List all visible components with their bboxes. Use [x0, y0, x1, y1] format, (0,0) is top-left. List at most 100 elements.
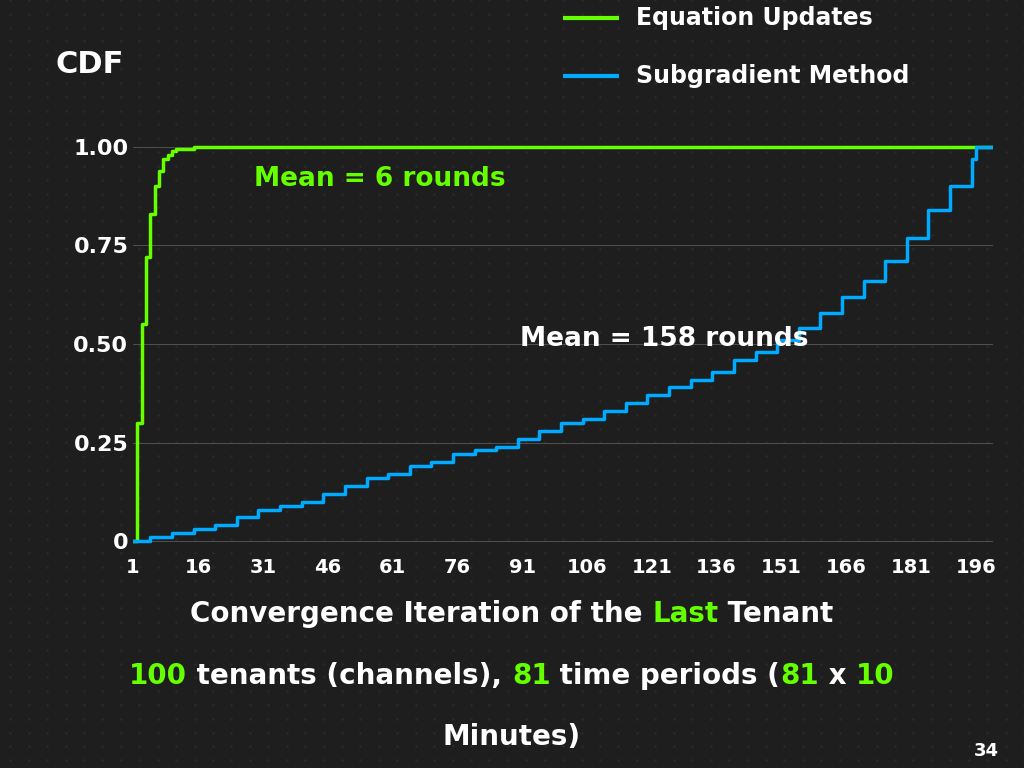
Point: [426, 602, 442, 614]
Point: [20, 588, 37, 601]
Point: [20, 699, 37, 711]
Point: [887, 63, 903, 75]
Point: [758, 671, 774, 684]
Point: [444, 63, 461, 75]
Point: [924, 49, 940, 61]
Point: [20, 713, 37, 725]
Point: [887, 174, 903, 186]
Point: [997, 77, 1014, 89]
Point: [131, 630, 147, 642]
Point: [242, 132, 258, 144]
Point: [961, 104, 977, 117]
Point: [573, 533, 590, 545]
Point: [592, 35, 608, 48]
Point: [1016, 381, 1024, 393]
Point: [113, 312, 129, 324]
Point: [242, 118, 258, 131]
Point: [739, 630, 756, 642]
Point: [702, 284, 719, 296]
Point: [57, 685, 74, 697]
Point: [868, 284, 885, 296]
Point: [260, 381, 276, 393]
Point: [113, 574, 129, 587]
Point: [555, 174, 571, 186]
Point: [242, 630, 258, 642]
Point: [113, 8, 129, 20]
Point: [168, 740, 184, 753]
Point: [555, 436, 571, 449]
Point: [887, 644, 903, 656]
Point: [961, 257, 977, 269]
Point: [463, 464, 479, 476]
Point: [113, 63, 129, 75]
Point: [426, 257, 442, 269]
Point: [647, 422, 664, 435]
Point: [758, 367, 774, 379]
Point: [444, 160, 461, 172]
Point: [1016, 547, 1024, 559]
Point: [684, 533, 700, 545]
Point: [500, 312, 516, 324]
Point: [20, 312, 37, 324]
Point: [924, 353, 940, 366]
Point: [997, 657, 1014, 670]
Point: [76, 574, 92, 587]
Text: Convergence Iteration of the: Convergence Iteration of the: [190, 601, 652, 628]
Point: [297, 257, 313, 269]
Point: [555, 492, 571, 504]
Point: [997, 91, 1014, 103]
Point: [573, 118, 590, 131]
Point: [610, 257, 627, 269]
Point: [242, 146, 258, 158]
Point: [795, 422, 811, 435]
Point: [2, 35, 18, 48]
Point: [776, 436, 793, 449]
Point: [76, 63, 92, 75]
Point: [758, 713, 774, 725]
Point: [868, 395, 885, 407]
Point: [795, 201, 811, 214]
Point: [131, 132, 147, 144]
Point: [961, 339, 977, 352]
Point: [113, 243, 129, 255]
Point: [721, 519, 737, 531]
Point: [94, 215, 111, 227]
Point: [279, 547, 295, 559]
Point: [94, 229, 111, 241]
Point: [997, 118, 1014, 131]
Point: [408, 0, 424, 6]
Point: [334, 561, 350, 573]
Point: [463, 588, 479, 601]
Point: [887, 160, 903, 172]
Point: [279, 422, 295, 435]
Point: [610, 298, 627, 310]
Point: [223, 505, 240, 518]
Point: [463, 63, 479, 75]
Point: [739, 35, 756, 48]
Point: [297, 353, 313, 366]
Point: [702, 298, 719, 310]
Point: [334, 657, 350, 670]
Point: [813, 422, 829, 435]
Point: [997, 436, 1014, 449]
Point: [684, 450, 700, 462]
Point: [776, 146, 793, 158]
Point: [518, 339, 535, 352]
Point: [739, 450, 756, 462]
Point: [831, 63, 848, 75]
Point: [684, 727, 700, 739]
Point: [721, 243, 737, 255]
Point: [795, 353, 811, 366]
Point: [352, 450, 369, 462]
Point: [1016, 63, 1024, 75]
Point: [831, 215, 848, 227]
Point: [408, 602, 424, 614]
Point: [905, 754, 922, 766]
Point: [242, 339, 258, 352]
Point: [389, 312, 406, 324]
Point: [20, 422, 37, 435]
Point: [315, 77, 332, 89]
Point: [223, 104, 240, 117]
Point: [905, 63, 922, 75]
Point: [997, 270, 1014, 283]
